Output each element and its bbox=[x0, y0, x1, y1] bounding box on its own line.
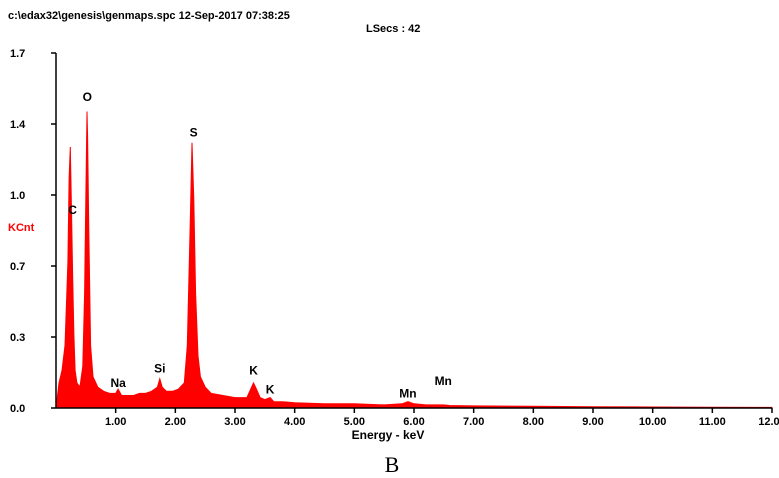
x-tick-label: 2.00 bbox=[165, 416, 186, 428]
peak-label-k: K bbox=[249, 364, 258, 378]
x-tick-label: 10.00 bbox=[639, 416, 667, 428]
file-header: c:\edax32\genesis\genmaps.spc 12-Sep-201… bbox=[8, 10, 290, 22]
peak-label-k: K bbox=[266, 382, 275, 396]
x-tick-label: 3.00 bbox=[224, 416, 245, 428]
x-axis-label: Energy - keV bbox=[352, 428, 425, 442]
x-tick-label: 12.00 bbox=[758, 416, 779, 428]
y-tick-label: 1.0 bbox=[10, 190, 25, 202]
y-tick-label: 0.3 bbox=[10, 332, 25, 344]
peak-label-c: C bbox=[68, 203, 77, 217]
x-tick-label: 11.00 bbox=[699, 416, 726, 428]
x-tick-label: 8.00 bbox=[523, 416, 544, 428]
x-tick-label: 1.00 bbox=[105, 416, 126, 428]
x-tick-label: 5.00 bbox=[344, 416, 365, 428]
figure-caption: B bbox=[385, 452, 400, 477]
y-axis-label: KCnt bbox=[8, 222, 35, 234]
peak-label-s: S bbox=[190, 126, 198, 140]
peak-label-na: Na bbox=[110, 376, 126, 390]
y-tick-label: 1.4 bbox=[10, 119, 26, 131]
x-tick-label: 6.00 bbox=[403, 416, 424, 428]
peak-label-mn: Mn bbox=[399, 387, 416, 401]
peak-label-o: O bbox=[83, 90, 92, 104]
y-tick-label: 1.7 bbox=[10, 48, 25, 60]
x-tick-label: 7.00 bbox=[463, 416, 484, 428]
ticks-layer: 0.0 0.3 0.7 1.0 1.4 1.7 1.00 2.00 3.00 4.00 5.00 6.… bbox=[10, 48, 779, 428]
peak-label-mn: Mn bbox=[435, 374, 452, 388]
peak-label-si: Si bbox=[154, 362, 165, 376]
peak-labels: C O S Na Si KK Mn Mn bbox=[68, 90, 452, 401]
spectrum-layer bbox=[55, 111, 773, 409]
lsecs-readout: LSecs : 42 bbox=[366, 23, 420, 35]
axes-layer bbox=[55, 53, 772, 409]
x-tick-label: 4.00 bbox=[284, 416, 305, 428]
y-tick-label: 0.7 bbox=[10, 261, 25, 273]
y-tick-label: 0.0 bbox=[10, 403, 25, 415]
spectrum-series-0 bbox=[55, 111, 773, 409]
x-tick-label: 9.00 bbox=[582, 416, 603, 428]
